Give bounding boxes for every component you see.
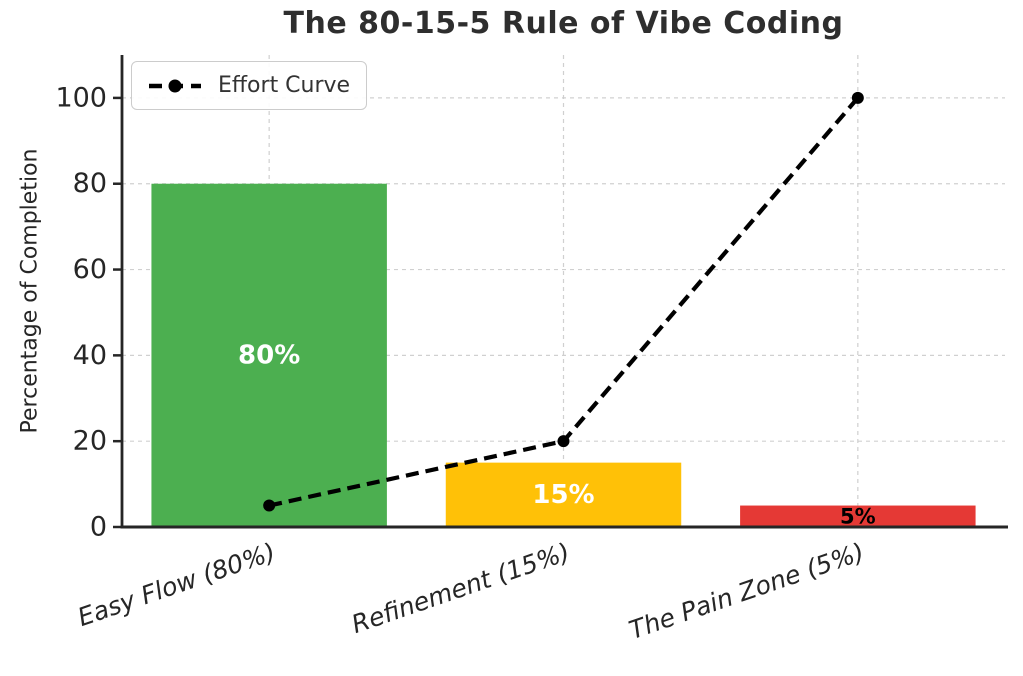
legend-label: Effort Curve bbox=[218, 73, 351, 98]
x-tick-label: The Pain Zone (5%) bbox=[625, 537, 867, 645]
y-tick-label: 20 bbox=[73, 426, 107, 457]
y-tick-label: 0 bbox=[90, 512, 107, 543]
x-tick-label: Easy Flow (80%) bbox=[74, 537, 279, 632]
chart-title: The 80-15-5 Rule of Vibe Coding bbox=[283, 6, 844, 41]
bar-value-label: 80% bbox=[238, 340, 300, 370]
bar-3 bbox=[740, 505, 976, 527]
bar-value-label: 5% bbox=[840, 504, 876, 528]
bar-value-label: 15% bbox=[532, 480, 594, 510]
effort-curve-legend-sample bbox=[149, 79, 201, 92]
legend-marker-icon bbox=[168, 79, 182, 92]
bar-1 bbox=[151, 183, 387, 527]
effort-curve-marker bbox=[557, 435, 570, 448]
y-tick-label: 60 bbox=[73, 254, 107, 285]
effort-curve-marker bbox=[851, 91, 864, 104]
y-tick-label: 80 bbox=[73, 168, 107, 199]
effort-curve-marker bbox=[263, 499, 276, 512]
x-tick-label: Refinement (15%) bbox=[348, 537, 574, 639]
bar-2 bbox=[445, 462, 682, 527]
y-tick-label: 40 bbox=[73, 340, 107, 371]
legend: Effort Curve bbox=[131, 61, 368, 110]
y-tick-label: 100 bbox=[55, 82, 107, 113]
